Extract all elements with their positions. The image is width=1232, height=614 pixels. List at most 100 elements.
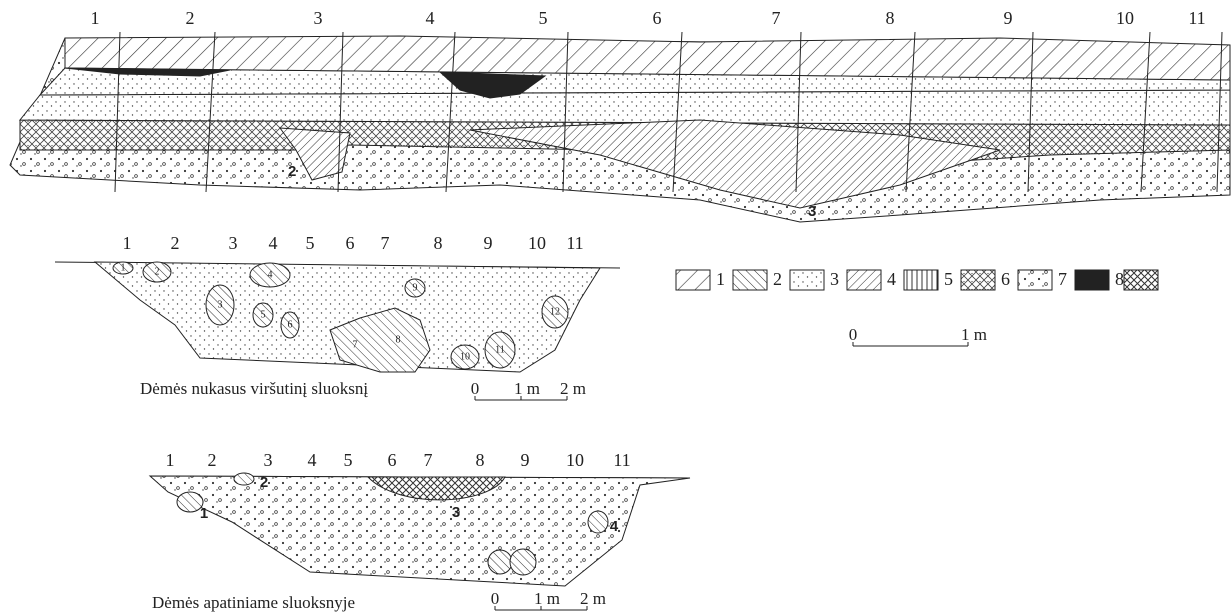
spot (404, 278, 426, 298)
stake-label: 10 (1116, 8, 1134, 28)
spot-label: 5 (261, 309, 266, 320)
stake-label: 7 (424, 450, 433, 470)
pit-label: 3 (808, 203, 816, 220)
caption: Dėmės nukasus viršutinį sluoksnį (140, 379, 368, 398)
caption: Dėmės apatiniame sluoksnyje (152, 593, 355, 612)
spot-label: 10 (460, 351, 470, 362)
legend-swatch (1074, 269, 1110, 291)
legend-swatch (1123, 269, 1159, 291)
spot (329, 307, 431, 373)
stake-label: 11 (1188, 8, 1205, 28)
scale-label: 1 m (514, 379, 540, 398)
legend-swatch (789, 269, 825, 291)
spot-label: 6 (288, 319, 293, 330)
spot (280, 311, 300, 339)
stake-line (1027, 31, 1034, 193)
stake-label: 3 (264, 450, 273, 470)
spot (450, 344, 480, 370)
stake-label: 3 (314, 8, 323, 28)
stake-label: 2 (208, 450, 217, 470)
scale-label: 0 (849, 325, 858, 344)
scale-label: 1 m (961, 325, 987, 344)
legend-swatch (732, 269, 768, 291)
stake-label: 7 (772, 8, 781, 28)
legend-swatch (903, 269, 939, 291)
scale-label: 0 (471, 379, 480, 398)
stake-label: 10 (566, 450, 584, 470)
plan-upper (54, 261, 621, 373)
pit-label: 2 (288, 163, 296, 180)
stake-label: 6 (653, 8, 662, 28)
legend-label: 1 (716, 269, 725, 289)
legend-label: 6 (1001, 269, 1010, 289)
legend-label: 7 (1058, 269, 1067, 289)
spot (366, 476, 506, 501)
spot (205, 284, 235, 326)
spot (233, 472, 255, 486)
layer-sand-light (18, 89, 1231, 126)
stake-line (1216, 31, 1223, 193)
spot (487, 549, 513, 575)
spot (112, 261, 134, 275)
pit (278, 127, 351, 181)
spot (249, 262, 291, 288)
stake-line (562, 31, 569, 193)
stake-label: 4 (308, 450, 317, 470)
spot-label: 3 (218, 299, 223, 310)
scale-label: 0 (491, 589, 500, 608)
spot-label: 1 (200, 505, 208, 522)
plan-lower (148, 472, 691, 587)
legend-swatch (1017, 269, 1053, 291)
stake-label: 8 (886, 8, 895, 28)
spot (587, 510, 609, 534)
spot (541, 295, 569, 329)
stake-line (795, 31, 802, 193)
stake-line (1140, 31, 1151, 193)
stake-line (337, 31, 344, 193)
stake-label: 5 (539, 8, 548, 28)
spot-label: 2 (260, 474, 268, 491)
stake-label: 4 (269, 233, 278, 253)
spot (509, 548, 537, 576)
spot (484, 331, 516, 369)
legend-label: 4 (887, 269, 896, 289)
stake-label: 11 (613, 450, 630, 470)
stake-label: 9 (1004, 8, 1013, 28)
profile (9, 31, 1231, 223)
stake-label: 10 (528, 233, 546, 253)
legend (675, 269, 1159, 291)
stake-line (445, 31, 456, 193)
stake-label: 4 (426, 8, 435, 28)
legend-swatch (846, 269, 882, 291)
stake-label: 8 (434, 233, 443, 253)
layer-turf (64, 35, 1231, 81)
spot (176, 491, 204, 513)
spot-label: 3 (452, 504, 460, 521)
stake-label: 1 (123, 233, 132, 253)
stake-label: 8 (476, 450, 485, 470)
spot-label: 11 (495, 344, 505, 355)
stake-label: 6 (388, 450, 397, 470)
stake-label: 5 (344, 450, 353, 470)
stake-label: 6 (346, 233, 355, 253)
spot-label: 1 (121, 262, 126, 273)
black-lens (438, 71, 547, 99)
stake-label: 2 (171, 233, 180, 253)
stake-label: 1 (91, 8, 100, 28)
stake-line (905, 31, 916, 193)
spot (142, 261, 172, 283)
scale-label: 2 m (560, 379, 586, 398)
spot-label: 2 (155, 266, 160, 277)
stake-label: 11 (566, 233, 583, 253)
stake-label: 1 (166, 450, 175, 470)
stake-line (672, 31, 683, 193)
legend-label: 5 (944, 269, 953, 289)
legend-swatch (960, 269, 996, 291)
legend-swatch (675, 269, 711, 291)
stake-label: 2 (186, 8, 195, 28)
legend-label: 2 (773, 269, 782, 289)
stake-label: 9 (484, 233, 493, 253)
stake-line (205, 31, 216, 193)
spot-label: 4 (268, 269, 273, 280)
